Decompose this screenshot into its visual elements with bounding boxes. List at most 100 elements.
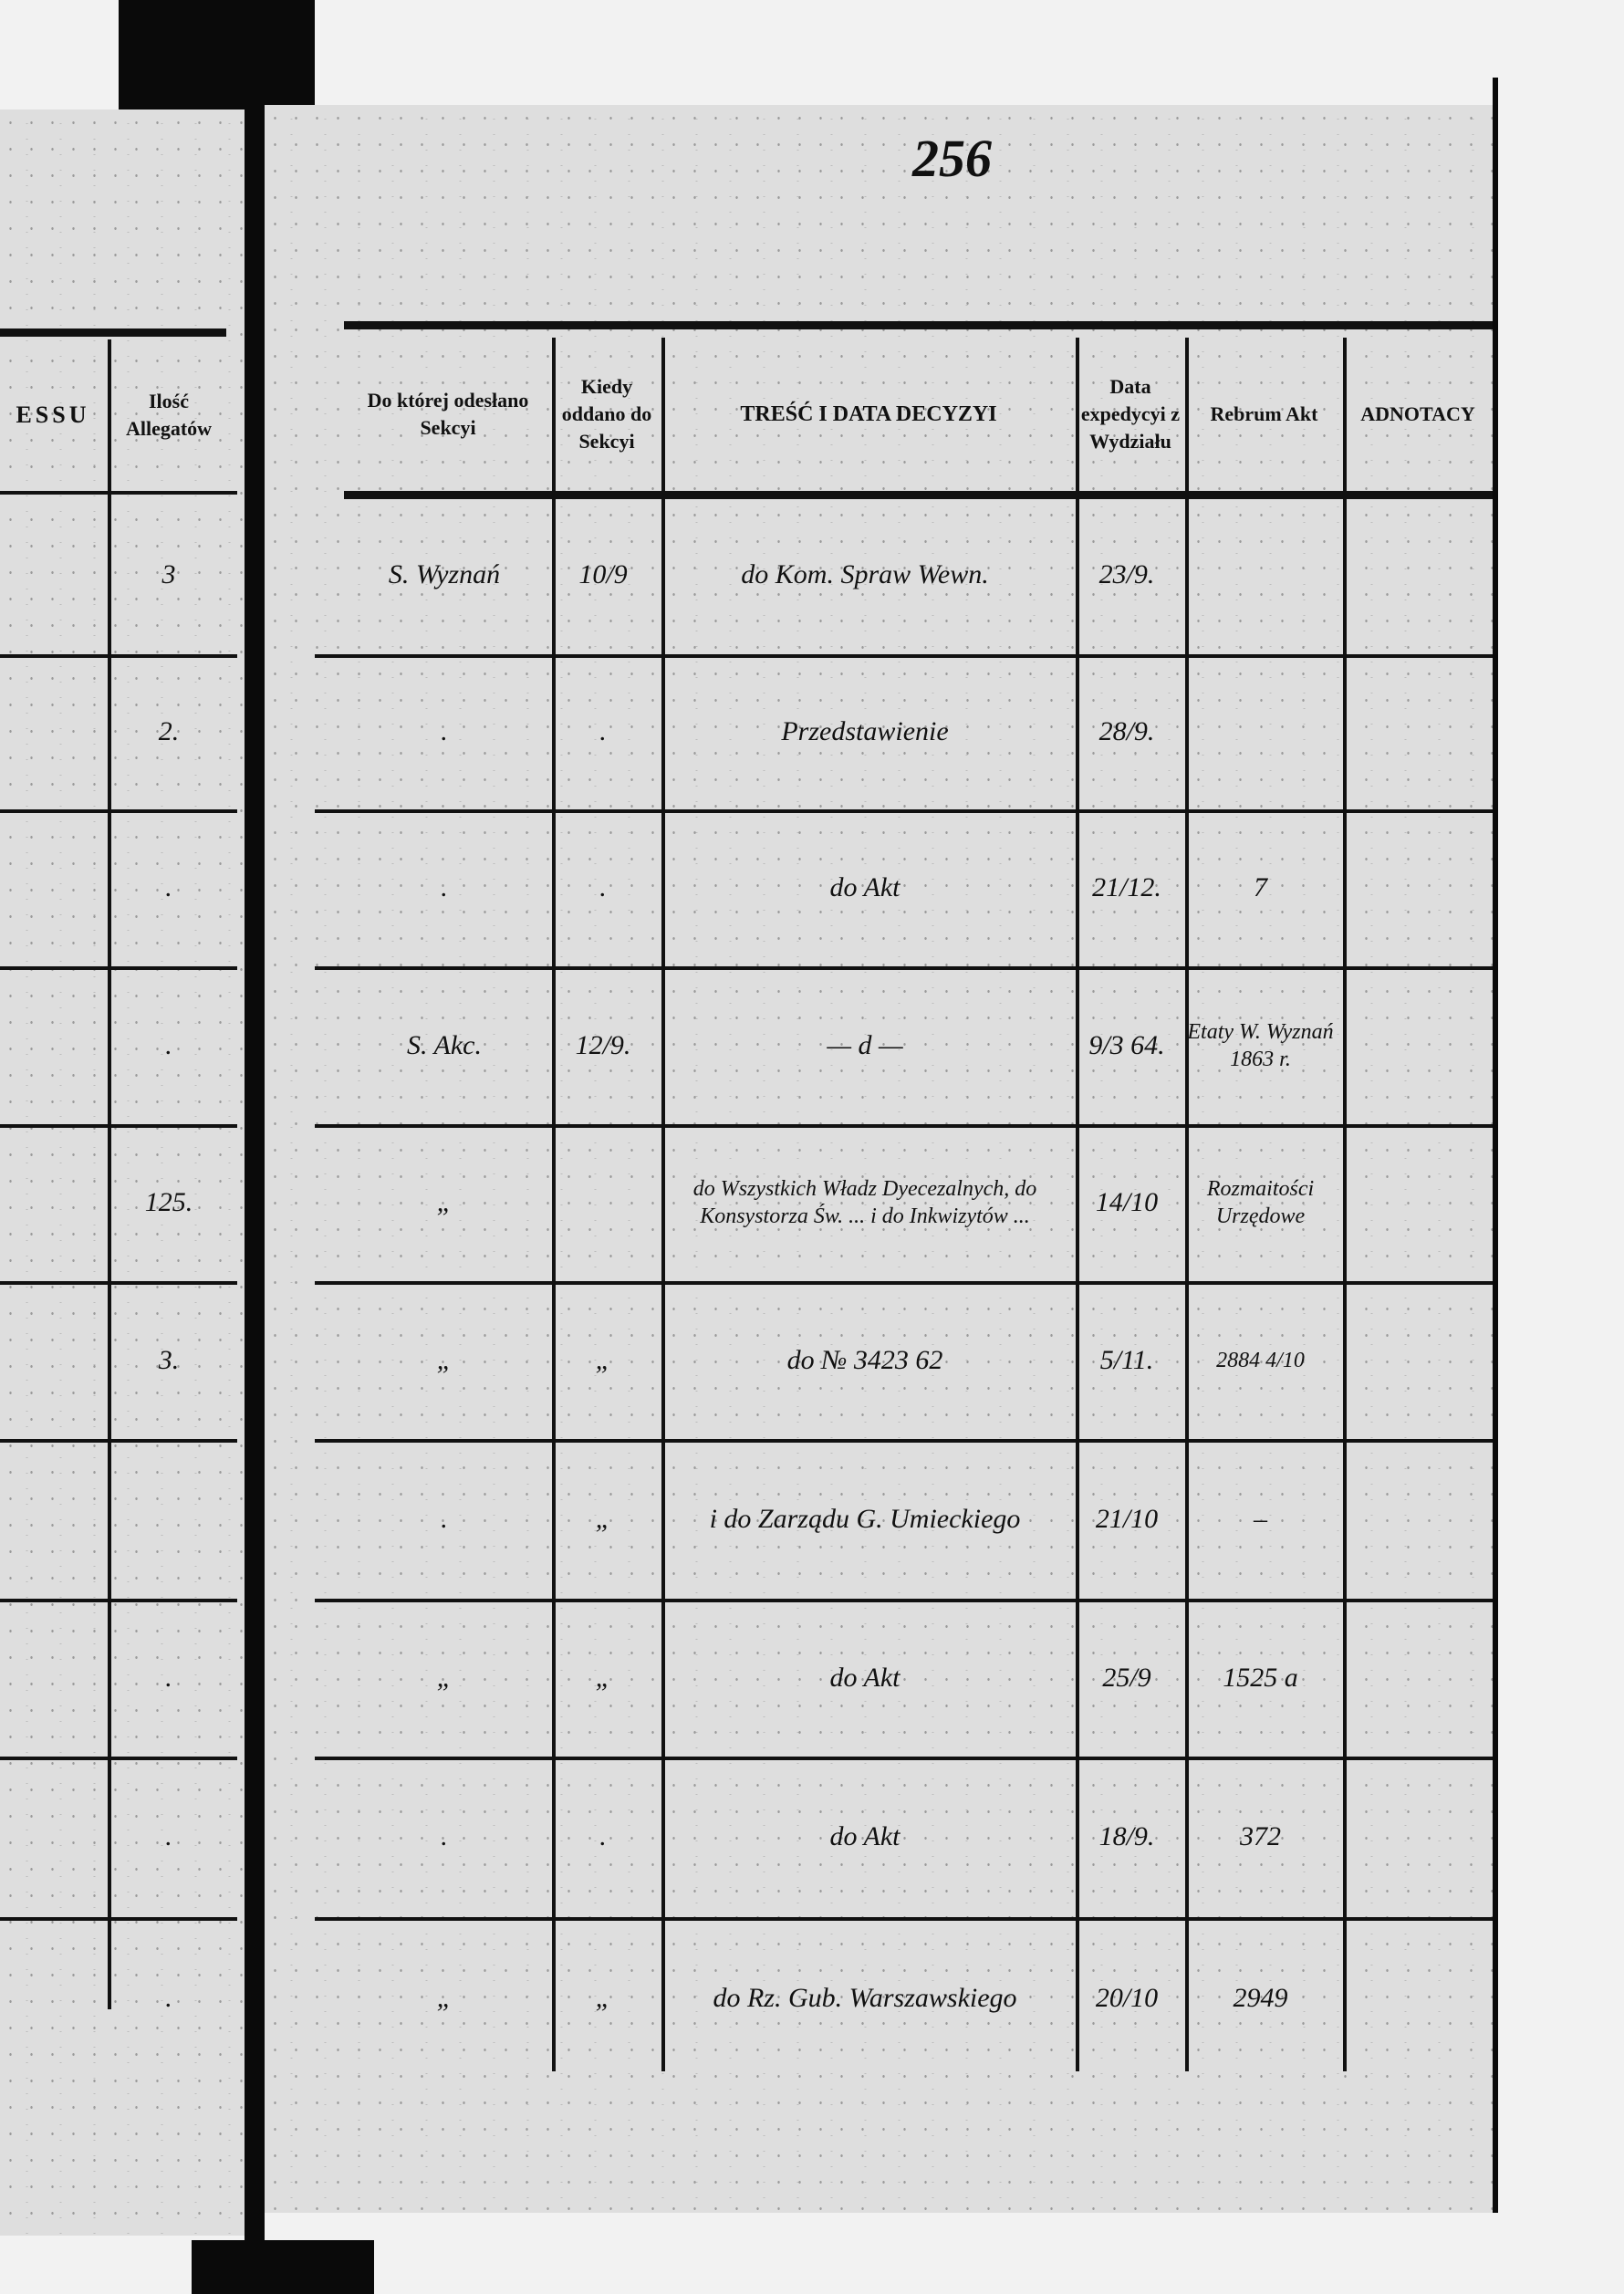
table-cell: 9/3 64.: [1088, 1029, 1165, 1060]
table-cell: „: [595, 1503, 611, 1534]
table-cell: 7: [1254, 872, 1267, 902]
table-cell: do № 3423 62: [786, 1344, 943, 1375]
allegat-count: .: [165, 872, 172, 902]
table-cell: .: [599, 716, 607, 746]
table-cell: do Akt: [829, 1662, 900, 1693]
table-cell: 20/10: [1095, 1982, 1159, 2013]
table-cell: 2884 4/10: [1216, 1348, 1305, 1372]
left-row-rule: [0, 1439, 237, 1443]
table-cell: 23/9.: [1098, 558, 1155, 589]
table-cell: i do Zarządu G. Umieckiego: [709, 1503, 1021, 1534]
table-cell: 21/10: [1095, 1503, 1159, 1534]
allegat-count: 3: [161, 558, 176, 589]
left-header-bottom-rule: [0, 491, 237, 495]
column-header: Kiedy oddano do Sekcyi: [561, 375, 652, 453]
row-rule: [315, 809, 1493, 813]
table-cell: „: [595, 1344, 611, 1375]
column-header: Rebrum Akt: [1210, 402, 1318, 425]
table-cell: „: [436, 1187, 453, 1217]
column-header: Data expedycyi z Wydziału: [1080, 375, 1181, 453]
table-cell: 1525 a: [1223, 1662, 1298, 1693]
table-cell: „: [436, 1344, 453, 1375]
left-row-rule: [0, 1917, 237, 1921]
table-cell: — d —: [827, 1029, 903, 1060]
table-cell: .: [441, 716, 448, 746]
left-row-rule: [0, 1599, 237, 1602]
left-row-rule: [0, 1124, 237, 1128]
table-cell: .: [599, 1821, 607, 1851]
column-divider: [552, 338, 556, 2071]
left-column-header: ESSU: [16, 401, 90, 428]
allegat-count: 125.: [144, 1187, 193, 1217]
table-cell: [1185, 502, 1336, 647]
row-rule: [315, 654, 1493, 658]
table-cell: 14/10: [1095, 1187, 1159, 1217]
table-cell: do Kom. Spraw Wewn.: [741, 558, 989, 589]
table-cell: „: [436, 1662, 453, 1693]
left-column-divider: [108, 339, 111, 2009]
header-bottom-rule: [344, 491, 1493, 499]
left-row-rule: [0, 809, 237, 813]
table-cell: –: [1254, 1503, 1267, 1534]
left-column-header: Ilość Allegatów: [125, 390, 213, 440]
left-row-rule: [0, 966, 237, 970]
column-header: Do której odesłano Sekcyi: [367, 389, 529, 439]
table-cell: do Akt: [829, 1821, 900, 1851]
table-cell: „: [595, 1982, 611, 2013]
page-number: 256: [912, 129, 992, 188]
table-cell: [1185, 662, 1336, 802]
row-rule: [315, 1757, 1493, 1760]
allegat-count: .: [165, 1982, 172, 2013]
left-table-top-rule: [0, 328, 226, 337]
allegat-count: .: [165, 1662, 172, 1693]
table-cell: 12/9.: [575, 1029, 631, 1060]
table-cell: do Rz. Gub. Warszawskiego: [713, 1982, 1017, 2013]
left-page: [0, 109, 245, 2236]
row-rule: [315, 1439, 1493, 1443]
table-cell: Etaty W. Wyznań 1863 r.: [1187, 1019, 1334, 1071]
table-cell: [552, 1131, 654, 1274]
left-row-rule: [0, 1757, 237, 1760]
table-cell: 5/11.: [1099, 1344, 1154, 1375]
column-divider: [661, 338, 665, 2071]
table-cell: .: [441, 1821, 448, 1851]
row-rule: [315, 966, 1493, 970]
table-cell: .: [441, 872, 448, 902]
row-rule: [315, 1281, 1493, 1285]
table-cell: 10/9: [578, 558, 628, 589]
row-rule: [315, 1124, 1493, 1128]
table-cell: do Akt: [829, 872, 900, 902]
table-cell: 18/9.: [1098, 1821, 1155, 1851]
left-row-rule: [0, 654, 237, 658]
row-rule: [315, 1599, 1493, 1602]
table-cell: Rozmaitości Urzędowe: [1206, 1177, 1315, 1228]
allegat-count: 3.: [158, 1344, 180, 1375]
table-cell: „: [436, 1982, 453, 2013]
table-cell: .: [599, 872, 607, 902]
column-header: ADNOTACY: [1360, 402, 1475, 425]
table-cell: S. Akc.: [407, 1029, 482, 1060]
allegat-count: .: [165, 1029, 172, 1060]
table-cell: .: [441, 1503, 448, 1534]
right-page: [265, 105, 1496, 2213]
table-cell: S. Wyznań: [388, 558, 501, 589]
book-spine: [245, 109, 265, 2294]
table-cell: 25/9: [1102, 1662, 1151, 1693]
column-header: TREŚĆ I DATA DECYZYI: [740, 402, 997, 426]
scan-border-bottom: [192, 2240, 374, 2294]
right-page-edge: [1493, 78, 1498, 2213]
table-cell: Przedstawienie: [781, 716, 949, 746]
scan-border-top: [119, 0, 315, 109]
table-cell: „: [595, 1662, 611, 1693]
column-divider: [1076, 338, 1079, 2071]
allegat-count: 2.: [158, 716, 180, 746]
table-top-rule: [344, 321, 1493, 329]
allegat-count: .: [165, 1821, 172, 1851]
table-cell: 372: [1240, 1821, 1281, 1851]
table-cell: 28/9.: [1098, 716, 1155, 746]
allegat-count: [111, 1439, 226, 1599]
row-rule: [315, 1917, 1493, 1921]
column-divider: [1343, 338, 1347, 2071]
table-cell: do Wszystkich Władz Dyecezalnych, do Kon…: [692, 1177, 1037, 1228]
column-divider: [1185, 338, 1189, 2071]
